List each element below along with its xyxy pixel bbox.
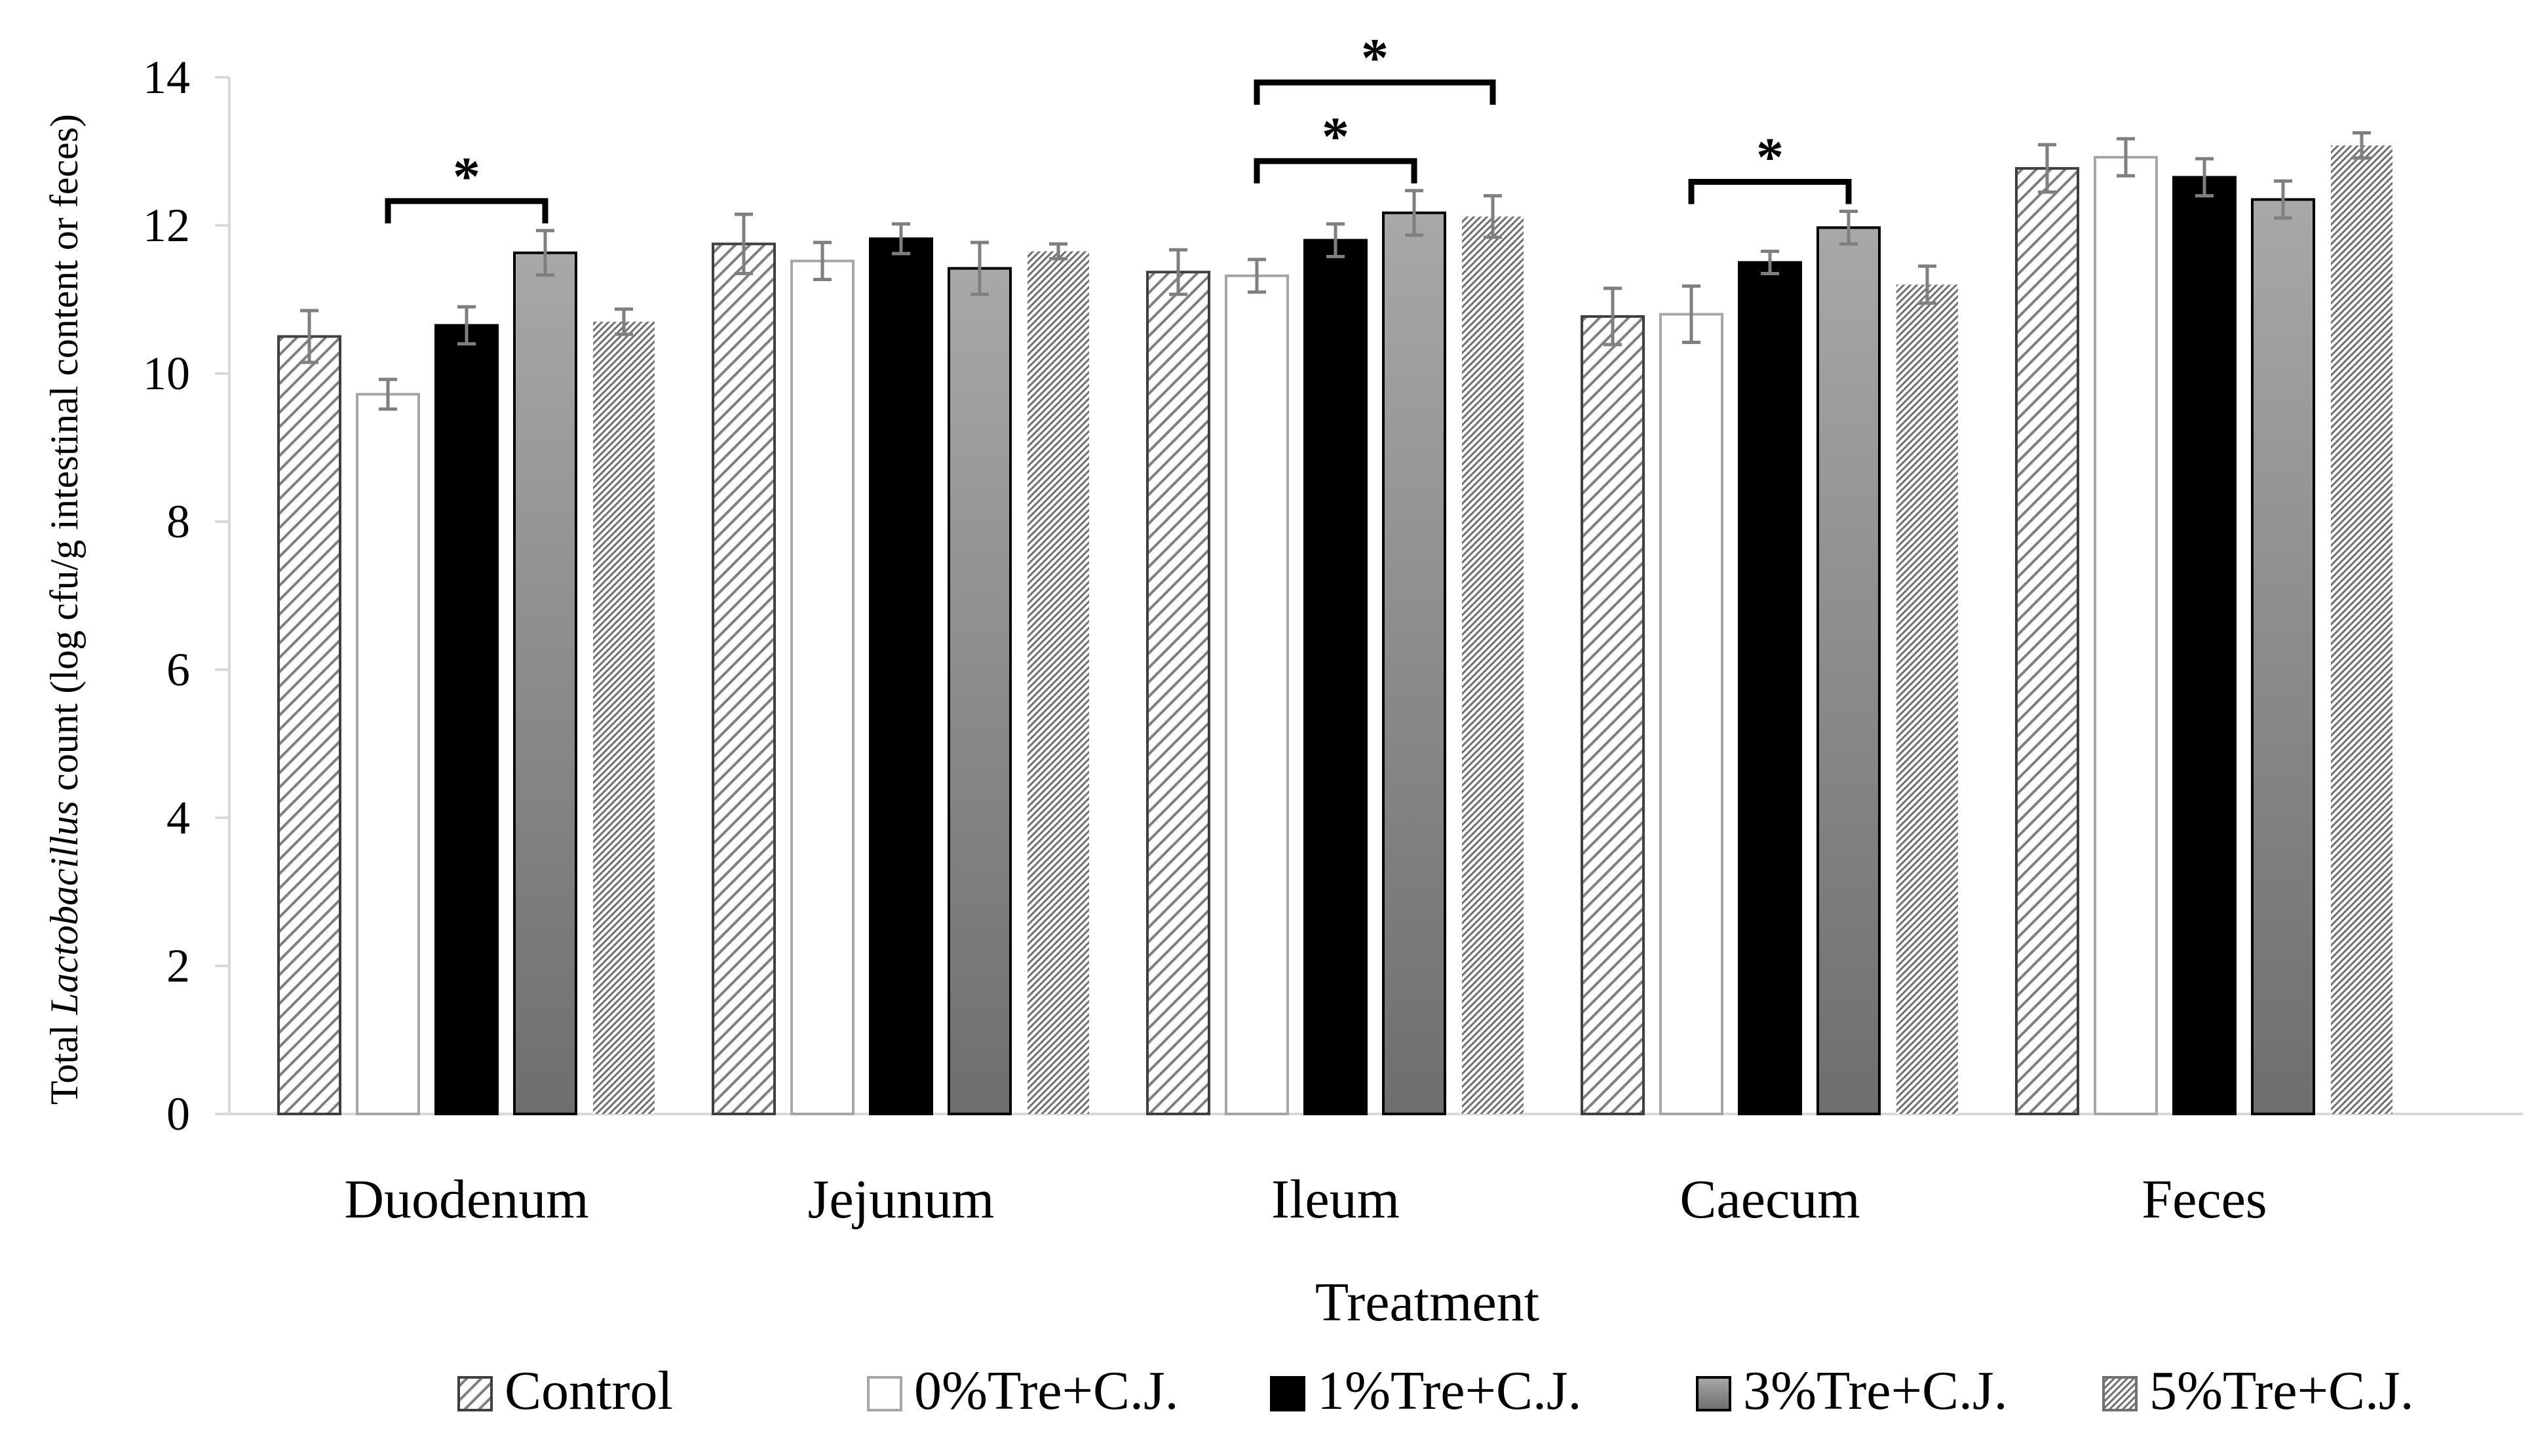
significance-star: * xyxy=(1322,106,1349,167)
legend-swatch xyxy=(2102,1376,2138,1411)
legend-label: 0%Tre+C.J. xyxy=(914,1360,1179,1421)
y-axis-title-part: Total xyxy=(43,1015,86,1105)
x-tick-label-caecum: Caecum xyxy=(1680,1169,1860,1230)
y-tick-label: 4 xyxy=(166,792,190,844)
bar-series-group xyxy=(277,145,2392,1116)
y-tick-label: 12 xyxy=(143,199,190,252)
bar-0-tre-c-j-feces xyxy=(2094,156,2158,1115)
x-axis: Duodenum Jejunum Ileum Caecum Feces xyxy=(229,1113,2523,1230)
x-category-labels: Duodenum Jejunum Ileum Caecum Feces xyxy=(344,1169,2267,1230)
legend-swatch xyxy=(1270,1376,1305,1411)
legend-label: 3%Tre+C.J. xyxy=(1743,1360,2008,1421)
legend-item-control: Control xyxy=(457,1360,673,1421)
bar-1-tre-c-j-feces xyxy=(2172,176,2237,1115)
y-tick-label: 10 xyxy=(143,347,190,400)
bar-5-tre-c-j-jejunum xyxy=(1028,251,1089,1114)
bar-3-tre-c-j-caecum xyxy=(1816,226,1881,1115)
x-axis-title: Treatment xyxy=(1315,1272,1539,1333)
legend: Control 0%Tre+C.J. 1%Tre+C.J. 3%Tre+C.J. 5%T… xyxy=(457,1360,2414,1421)
bar-5-tre-c-j-caecum xyxy=(1896,284,1958,1114)
legend-swatch xyxy=(867,1376,902,1411)
legend-item-0-tre-c-j: 0%Tre+C.J. xyxy=(867,1360,1179,1421)
bar-0-tre-c-j-jejunum xyxy=(790,259,855,1115)
bar-0-tre-c-j-ileum xyxy=(1225,274,1289,1116)
y-axis-title: Total Lactobacillus count (log cfu/g int… xyxy=(43,114,86,1105)
bar-0-tre-c-j-duodenum xyxy=(356,393,420,1115)
bar-3-tre-c-j-duodenum xyxy=(513,251,577,1115)
legend-item-5-tre-c-j: 5%Tre+C.J. xyxy=(2102,1360,2414,1421)
y-axis-title-italic-part: Lactobacillus xyxy=(43,801,86,1016)
bar-control-caecum xyxy=(1581,315,1645,1115)
bar-3-tre-c-j-ileum xyxy=(1382,211,1446,1115)
significance-star: * xyxy=(1361,28,1389,88)
bar-0-tre-c-j-caecum xyxy=(1659,313,1723,1116)
y-ticks: 0 2 4 6 8 10 12 14 xyxy=(143,51,229,1140)
significance-star: * xyxy=(453,146,480,207)
significance-star: * xyxy=(1756,127,1784,188)
y-tick-label: 8 xyxy=(166,495,190,548)
legend-label: 1%Tre+C.J. xyxy=(1317,1360,1582,1421)
bar-5-tre-c-j-ileum xyxy=(1462,216,1524,1115)
bar-control-ileum xyxy=(1146,271,1210,1116)
significance-brackets: **** xyxy=(385,28,1852,223)
legend-swatch xyxy=(1696,1376,1731,1411)
bar-5-tre-c-j-duodenum xyxy=(593,321,655,1114)
bar-1-tre-c-j-caecum xyxy=(1738,261,1802,1115)
bar-3-tre-c-j-feces xyxy=(2251,198,2315,1116)
y-tick-label: 14 xyxy=(143,51,190,104)
bar-1-tre-c-j-duodenum xyxy=(434,324,499,1115)
significance-bracket-ileum-2 xyxy=(1254,79,1496,105)
y-axis-title-part: count (log cfu/g intestinal content or f… xyxy=(43,114,86,801)
legend-swatch xyxy=(457,1376,493,1411)
x-tick-label-duodenum: Duodenum xyxy=(344,1169,588,1230)
bar-control-jejunum xyxy=(712,242,776,1115)
legend-label: Control xyxy=(505,1360,673,1421)
significance-bracket-duodenum-0 xyxy=(385,198,548,223)
y-tick-label: 0 xyxy=(166,1088,190,1140)
bar-1-tre-c-j-jejunum xyxy=(869,237,933,1116)
legend-item-1-tre-c-j: 1%Tre+C.J. xyxy=(1270,1360,1582,1421)
y-axis: 0 2 4 6 8 10 12 14 xyxy=(143,51,231,1140)
bar-5-tre-c-j-feces xyxy=(2331,145,2392,1115)
x-tick-label-jejunum: Jejunum xyxy=(808,1169,995,1230)
x-tick-label-ileum: Ileum xyxy=(1271,1169,1400,1230)
legend-item-3-tre-c-j: 3%Tre+C.J. xyxy=(1696,1360,2008,1421)
bar-control-feces xyxy=(2015,166,2079,1115)
x-tick-label-feces: Feces xyxy=(2142,1169,2267,1230)
legend-label: 5%Tre+C.J. xyxy=(2149,1360,2414,1421)
bar-1-tre-c-j-ileum xyxy=(1303,239,1368,1116)
significance-bracket-ileum-1 xyxy=(1254,158,1417,183)
error-bars-group xyxy=(300,131,2371,411)
y-tick-label: 2 xyxy=(166,940,190,992)
bar-control-duodenum xyxy=(277,335,341,1115)
significance-bracket-caecum-3 xyxy=(1688,179,1852,204)
y-tick-label: 6 xyxy=(166,643,190,696)
bar-3-tre-c-j-jejunum xyxy=(948,267,1012,1115)
